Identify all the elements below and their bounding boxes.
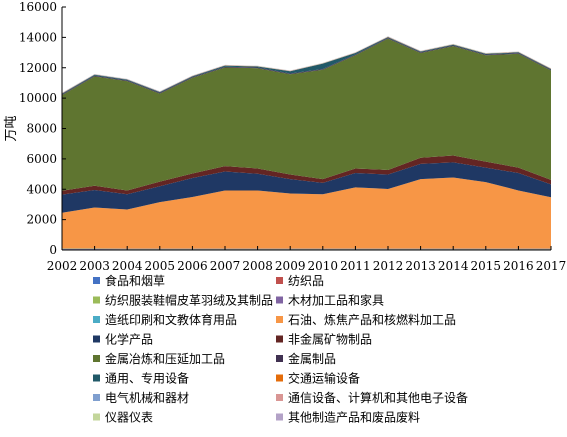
area-series-8 [62,38,551,191]
legend-label: 食品和烟草 [105,273,165,288]
legend-swatch [276,296,283,304]
y-tick-label: 8000 [26,122,57,136]
legend-item: 造纸印刷和文教体育用品 [93,312,237,327]
x-tick-label: 2010 [308,259,339,273]
x-tick-label: 2013 [405,259,436,273]
legend-label: 造纸印刷和文教体育用品 [105,312,237,327]
legend-swatch [276,335,283,343]
x-tick-label: 2014 [438,259,469,273]
legend-item: 金属制品 [276,351,336,366]
y-tick-label: 14000 [19,30,57,44]
x-tick-label: 2003 [79,259,110,273]
legend-swatch [93,277,100,284]
x-tick-label: 2009 [275,259,306,273]
x-tick-label: 2006 [177,259,208,273]
legend-swatch [276,277,283,284]
legend-label: 其他制造产品和废品废料 [288,410,420,425]
y-tick-label: 16000 [19,0,57,14]
x-tick-label: 2017 [536,259,567,273]
legend-item: 食品和烟草 [93,273,165,288]
area-series-7 [62,155,551,195]
x-tick-label: 2012 [373,259,404,273]
area-series-5 [62,177,551,249]
legend-label: 木材加工品和家具 [288,293,384,308]
legend-swatch [93,355,100,362]
legend-item: 纺织服装鞋帽皮革羽绒及其制品 [93,293,273,308]
y-tick-label: 0 [49,243,57,257]
x-tick-label: 2016 [503,259,534,273]
legend-item: 化学产品 [93,332,153,347]
legend-swatch [276,355,283,362]
legend-label: 石油、炼焦产品和核燃料加工品 [288,312,456,327]
legend-label: 通用、专用设备 [105,371,189,386]
legend-label: 交通运输设备 [288,371,360,386]
y-tick-label: 4000 [26,182,57,196]
area-series-6 [62,162,551,213]
legend-swatch [276,374,283,382]
x-tick-label: 2008 [242,259,273,273]
legend-item: 金属冶炼和压延加工品 [93,351,225,366]
y-tick-label: 6000 [26,152,57,166]
legend-label: 化学产品 [105,332,153,347]
legend-item: 交通运输设备 [276,371,360,386]
legend-item: 木材加工品和家具 [276,293,384,308]
legend-label: 纺织服装鞋帽皮革羽绒及其制品 [105,293,273,308]
x-tick-label: 2002 [47,259,78,273]
legend-item: 纺织品 [276,274,324,288]
legend-item: 其他制造产品和废品废料 [276,410,420,425]
x-tick-label: 2015 [471,259,502,273]
y-tick-label: 12000 [19,61,57,75]
y-tick-label: 10000 [19,91,57,105]
legend-label: 通信设备、计算机和其他电子设备 [288,390,468,405]
legend-swatch [93,296,100,304]
x-tick-label: 2007 [210,259,241,273]
x-ticks: 2002 2003 2004 2005 2006 2007 2008 2009 2010 2011… [47,246,567,273]
legend-label: 金属冶炼和压延加工品 [105,351,225,366]
y-tick-label: 2000 [26,213,57,227]
legend-swatch [93,374,100,382]
legend-swatch [276,316,283,323]
legend-item: 非金属矿物制品 [276,332,372,347]
legend-item: 电气机械和器材 [93,390,189,405]
legend-swatch [276,394,283,401]
legend-label: 仪器仪表 [105,411,153,425]
legend-item: 仪器仪表 [93,411,153,425]
legend-item: 石油、炼焦产品和核燃料加工品 [276,312,456,327]
x-tick-label: 2011 [340,259,371,273]
y-ticks: 0 2000 4000 6000 8000 10000 12000 14000 16000 [19,0,66,257]
legend-label: 非金属矿物制品 [288,332,372,347]
legend-swatch [93,335,100,343]
legend-label: 金属制品 [288,351,336,366]
legend-swatch [93,394,100,401]
legend-label: 纺织品 [288,274,324,288]
legend-swatch [93,413,100,421]
area-layer [62,36,551,250]
legend-item: 通用、专用设备 [93,371,189,386]
legend-swatch [93,316,100,323]
legend-label: 电气机械和器材 [105,390,189,405]
legend-item: 通信设备、计算机和其他电子设备 [276,390,468,405]
x-tick-label: 2004 [112,259,143,273]
legend-swatch [276,413,283,421]
x-tick-label: 2005 [145,259,176,273]
y-axis-label: 万吨 [4,115,19,141]
